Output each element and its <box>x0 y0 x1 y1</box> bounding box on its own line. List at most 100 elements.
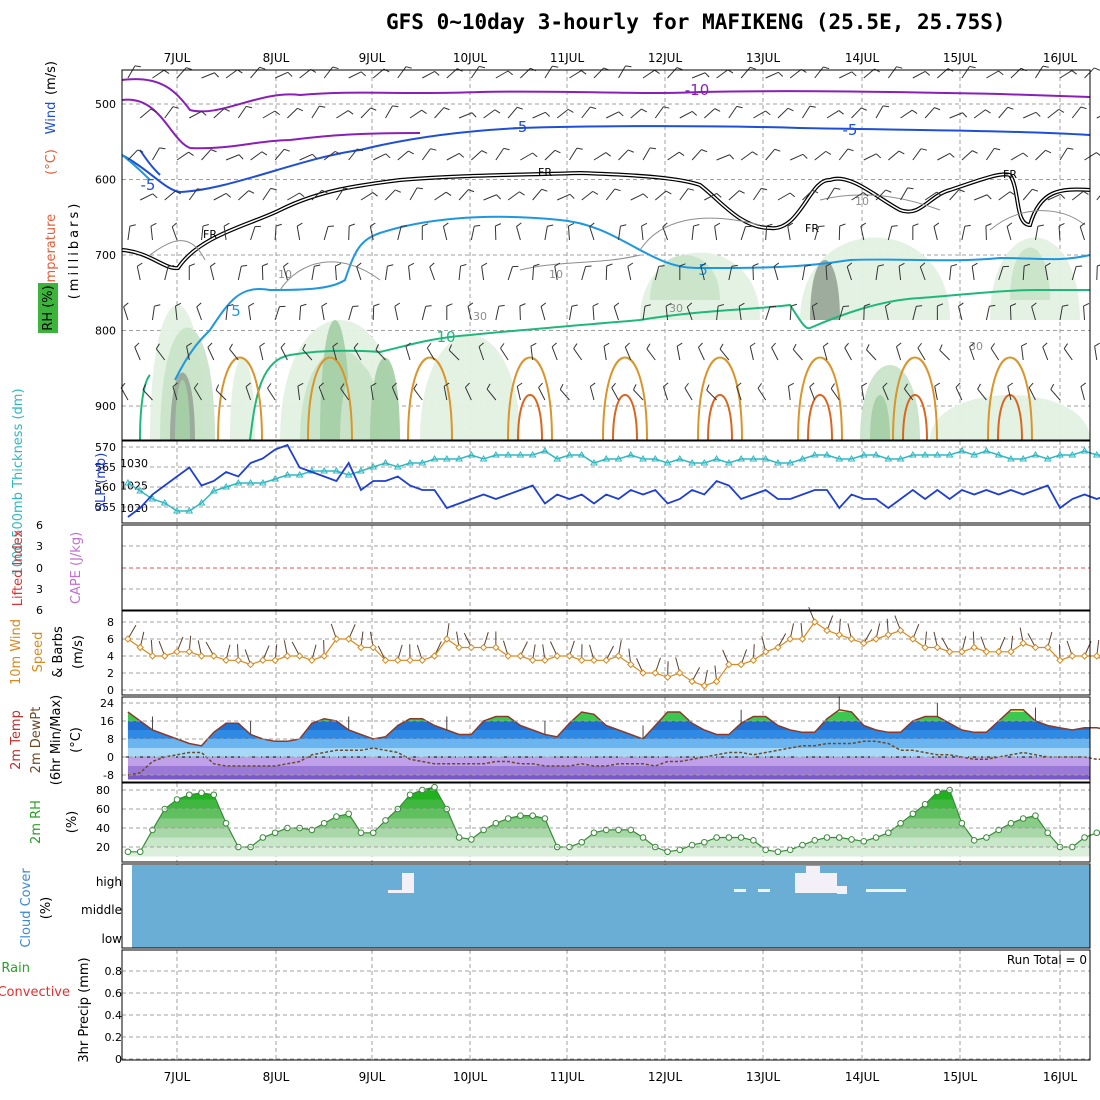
rh-marker <box>136 848 144 856</box>
wind-barb <box>136 262 143 281</box>
wind-barb-flag <box>614 188 621 192</box>
wind-barb-shaft <box>250 151 263 161</box>
wind-barb-flag <box>465 382 470 388</box>
wind10-marker <box>725 660 733 669</box>
wind-barb-shaft <box>1035 149 1046 161</box>
wind-barb-flag <box>866 344 870 350</box>
wind-barb-flag <box>1010 303 1017 307</box>
wind-barb-shaft <box>189 110 202 119</box>
wind-barb-flag <box>443 222 449 227</box>
wind-barb <box>394 302 401 321</box>
wind-barb <box>875 189 892 201</box>
wind-barb <box>1079 222 1086 241</box>
wind-barb-shaft <box>283 266 288 281</box>
thickness-marker <box>958 447 966 454</box>
rh-marker <box>185 791 193 799</box>
wind-barb-flag <box>687 188 694 191</box>
wind-barb <box>274 305 286 321</box>
wind-barb <box>287 192 305 201</box>
wind-barb-shaft <box>274 306 280 321</box>
ylabel-cloud: Cloud Cover <box>19 868 34 948</box>
precip-tick-label: 0 <box>115 1053 122 1066</box>
rh-marker <box>333 813 340 820</box>
wind-barb-shaft <box>483 109 496 119</box>
wind-barb <box>676 342 683 361</box>
wind-barb-shaft <box>323 226 329 241</box>
precip-tick-label: 0.8 <box>105 965 123 978</box>
wind-barb-shaft <box>152 147 160 161</box>
wind-barb-shaft <box>458 266 462 281</box>
thickness-marker <box>246 479 255 486</box>
wind-barb-flag <box>215 384 220 391</box>
wind-barb-flag <box>934 107 941 111</box>
wind-barb-flag <box>370 222 376 227</box>
wind-barb-flag <box>297 382 304 387</box>
wind-barb-flag <box>590 382 596 387</box>
thickness-marker <box>406 459 414 466</box>
wind-barb-flag <box>495 223 502 227</box>
rh-marker <box>1007 819 1015 827</box>
temp-band <box>127 712 1090 721</box>
wind-barb <box>887 66 903 79</box>
wind-barb-flag <box>1042 65 1049 68</box>
rh-marker <box>848 836 855 843</box>
wind-barb <box>627 262 634 281</box>
wind-barb-flag <box>283 262 289 267</box>
wind-barb <box>172 382 178 401</box>
wind-barb-shaft <box>507 106 518 119</box>
wind-barb-shaft <box>919 266 926 281</box>
thickness-marker <box>859 451 868 458</box>
wind10-marker <box>811 618 819 626</box>
thickness-marker <box>700 459 709 466</box>
wind-barb-flag <box>1094 67 1100 71</box>
wind-barb-flag <box>434 71 440 76</box>
rh-marker <box>676 846 684 854</box>
wind-barb-shaft <box>470 66 480 79</box>
wind-barb-flag <box>262 263 269 267</box>
wind-barb-shaft <box>691 149 702 161</box>
wind-barb-flag <box>554 149 561 154</box>
li-tick-label: 6 <box>36 604 43 617</box>
wind-barb-flag <box>372 192 378 197</box>
cloud-clear-gap <box>734 889 746 892</box>
wind-barb-shaft <box>753 110 766 119</box>
wind-barb-flag <box>714 108 721 112</box>
wind-barb <box>1071 265 1083 281</box>
rh-marker <box>149 826 156 834</box>
wind-barb <box>1071 190 1089 201</box>
wind-barb <box>237 190 255 201</box>
wind10-marker <box>627 660 635 669</box>
wind-barb-flag <box>1094 342 1100 347</box>
thickness-marker <box>749 455 758 462</box>
wind-barb-flag <box>287 71 293 77</box>
date-label-top: 16JUL <box>1043 51 1078 65</box>
wind-barb-flag <box>385 153 391 159</box>
wind-barb-shaft <box>986 148 995 161</box>
wind-barb <box>1047 108 1065 119</box>
wind-barb-flag <box>971 262 978 267</box>
wind-barb <box>714 222 721 241</box>
wind-barb <box>176 67 193 79</box>
wind-barb-flag <box>731 264 738 267</box>
wind-barb <box>581 265 592 281</box>
wind-barb-flag <box>154 304 161 307</box>
wind-barb <box>866 344 877 361</box>
wind-barb <box>789 303 798 321</box>
wind-barb <box>421 305 432 321</box>
wind-barb-shaft <box>164 266 169 281</box>
wind-barb <box>495 70 513 79</box>
wind-barb-shaft <box>641 226 644 241</box>
wind-barb <box>973 109 991 119</box>
wind-barb-flag <box>422 223 429 227</box>
wind-barb-flag <box>738 302 745 307</box>
wind-barb-shaft <box>789 153 804 161</box>
wind-barb-shaft <box>613 306 619 321</box>
cloud-clear-gap <box>758 889 770 892</box>
wind-barb-flag <box>430 148 437 151</box>
rh-marker <box>1081 834 1088 841</box>
wind-barb <box>311 105 326 119</box>
wind-barb <box>830 383 840 401</box>
rh-marker <box>357 829 365 837</box>
wind-barb-flag <box>625 65 632 68</box>
wind-barb-shaft <box>814 226 820 241</box>
